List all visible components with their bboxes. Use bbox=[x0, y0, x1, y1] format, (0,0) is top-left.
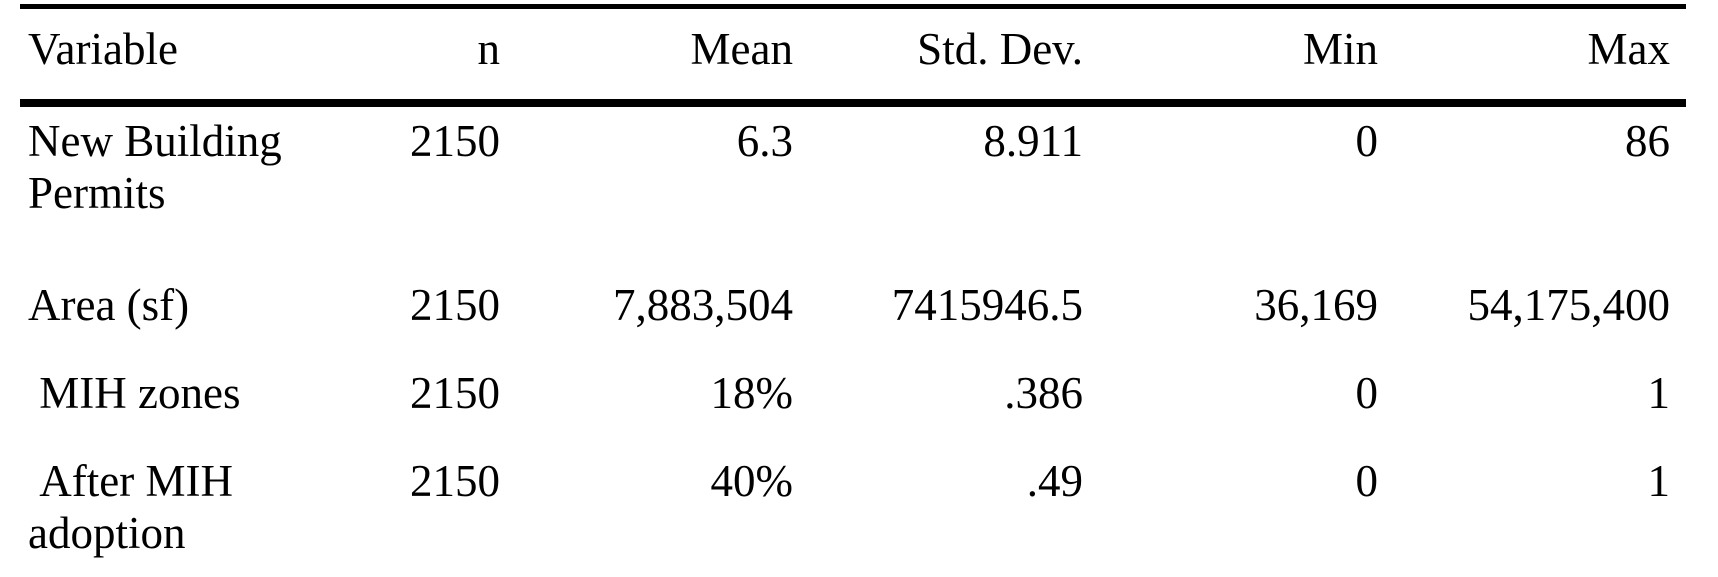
cell-variable: MIH zones bbox=[28, 368, 241, 418]
cell-max: 54,175,400 bbox=[1467, 280, 1671, 330]
cell-n: 2150 bbox=[410, 456, 500, 506]
cell-mean: 40% bbox=[710, 456, 794, 506]
table-header-row: Variable n Mean Std. Dev. Min Max bbox=[20, 6, 1686, 107]
cell-std-dev: .49 bbox=[1026, 456, 1083, 506]
cell-mean: 18% bbox=[710, 368, 794, 418]
cell-n: 2150 bbox=[410, 116, 500, 166]
cell-n: 2150 bbox=[410, 280, 500, 330]
table-row-mih-zones: MIH zones 2150 18% .386 0 1 bbox=[20, 347, 1686, 435]
cell-max: 1 bbox=[1647, 456, 1671, 506]
column-header-mean: Mean bbox=[500, 6, 793, 107]
column-header-n: n bbox=[306, 6, 500, 107]
cell-variable: Area (sf) bbox=[28, 280, 190, 330]
column-header-variable: Variable bbox=[20, 6, 306, 107]
cell-min: 36,169 bbox=[1254, 280, 1378, 330]
cell-std-dev: 8.911 bbox=[983, 116, 1083, 166]
cell-mean: 7,883,504 bbox=[613, 280, 793, 330]
cell-min: 0 bbox=[1355, 368, 1379, 418]
cell-max: 86 bbox=[1625, 116, 1670, 166]
cell-max: 1 bbox=[1647, 368, 1671, 418]
cell-std-dev: 7415946.5 bbox=[891, 280, 1083, 330]
column-header-std-dev: Std. Dev. bbox=[793, 6, 1083, 107]
cell-min: 0 bbox=[1355, 456, 1379, 506]
cell-variable: After MIH adoption bbox=[28, 456, 245, 558]
table-row-new-building-permits: New Building Permits 2150 6.3 8.911 0 86 bbox=[20, 103, 1686, 259]
table-row-area-sf: Area (sf) 2150 7,883,504 7415946.5 36,16… bbox=[20, 259, 1686, 347]
cell-std-dev: .386 bbox=[1004, 368, 1083, 418]
column-header-max: Max bbox=[1378, 6, 1686, 107]
summary-statistics-table: Variable n Mean Std. Dev. Min Max New Bu… bbox=[20, 4, 1686, 575]
cell-variable: New Building Permits bbox=[28, 116, 293, 218]
cell-mean: 6.3 bbox=[736, 116, 793, 166]
column-header-min: Min bbox=[1083, 6, 1378, 107]
cell-min: 0 bbox=[1355, 116, 1379, 166]
table-row-after-mih-adoption: After MIH adoption 2150 40% .49 0 1 bbox=[20, 435, 1686, 575]
cell-n: 2150 bbox=[410, 368, 500, 418]
